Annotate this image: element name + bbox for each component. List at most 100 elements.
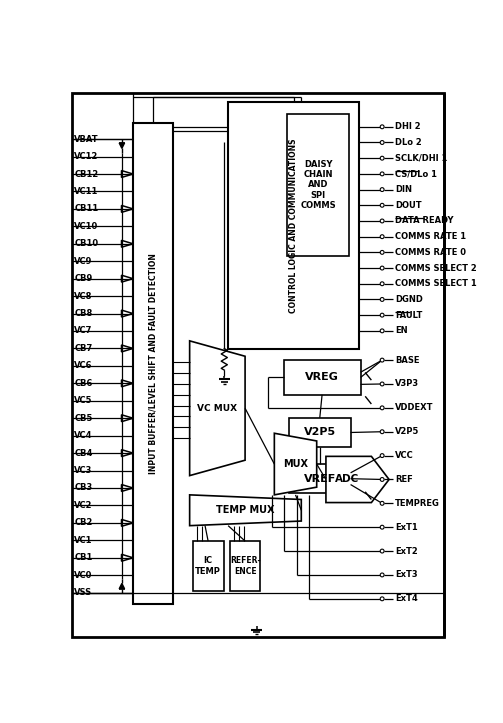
Polygon shape [122,275,133,282]
Polygon shape [274,433,317,495]
Text: VC8: VC8 [74,291,93,301]
Bar [193,541,223,591]
Polygon shape [326,456,389,502]
Circle shape [380,219,384,223]
Text: VC9: VC9 [74,257,93,266]
Circle shape [380,172,384,176]
Text: V3P3: V3P3 [395,380,420,388]
Text: ExT2: ExT2 [395,547,418,555]
Text: VBAT: VBAT [74,134,99,144]
Text: REF: REF [395,475,413,484]
Text: COMMS RATE 1: COMMS RATE 1 [395,232,466,241]
Text: ExT1: ExT1 [395,523,418,531]
Text: CB11: CB11 [74,205,99,213]
Text: DOUT: DOUT [395,201,422,210]
Text: CB6: CB6 [74,379,93,388]
Text: ExT4: ExT4 [395,594,418,603]
Text: CB5: CB5 [74,414,93,423]
Text: VC11: VC11 [74,187,99,196]
Text: INPUT BUFFER/LEVEL SHIFT AND FAULT DETECTION: INPUT BUFFER/LEVEL SHIFT AND FAULT DETEC… [149,253,158,474]
Circle shape [380,188,384,192]
Text: EN: EN [395,326,408,335]
Text: FAULT: FAULT [395,311,423,320]
Circle shape [380,429,384,434]
Polygon shape [190,341,245,476]
Circle shape [380,382,384,386]
Text: CB2: CB2 [74,518,93,527]
Polygon shape [122,380,133,387]
Text: VC7: VC7 [74,327,93,335]
Bar [289,418,351,447]
Text: CB9: CB9 [74,274,93,283]
Text: MUX: MUX [283,459,308,469]
Text: VCC: VCC [395,451,414,460]
Text: VC3: VC3 [74,466,93,475]
Text: VREG: VREG [305,372,339,382]
Polygon shape [119,583,125,589]
Text: VC5: VC5 [74,396,93,406]
Text: CB10: CB10 [74,239,98,248]
Text: CONTROL LOGIC AND COMMUNICATIONS: CONTROL LOGIC AND COMMUNICATIONS [289,138,298,312]
Circle shape [380,526,384,529]
Text: SCLK/DHI 1: SCLK/DHI 1 [395,154,448,163]
Bar [289,464,351,493]
Text: CS/DLo 1: CS/DLo 1 [395,169,437,179]
Bar [287,114,349,256]
Text: VC10: VC10 [74,222,99,231]
Circle shape [380,477,384,482]
Text: DAISY
CHAIN
AND
SPI
COMMS: DAISY CHAIN AND SPI COMMS [300,160,336,210]
Text: VREF: VREF [304,474,336,484]
Text: VC1: VC1 [74,536,93,545]
Text: V2P5: V2P5 [395,427,420,436]
Polygon shape [122,415,133,422]
Text: COMMS SELECT 2: COMMS SELECT 2 [395,264,477,273]
Text: VC6: VC6 [74,362,93,370]
Circle shape [380,125,384,129]
Polygon shape [122,450,133,456]
Text: DIN: DIN [395,185,412,194]
Text: VC MUX: VC MUX [197,403,237,413]
Text: CB1: CB1 [74,553,93,562]
Bar [228,102,359,348]
Circle shape [380,235,384,239]
Polygon shape [122,240,133,247]
Polygon shape [122,205,133,213]
Text: VC0: VC0 [74,570,93,580]
Text: BASE: BASE [395,356,420,364]
Text: COMMS SELECT 1: COMMS SELECT 1 [395,279,477,288]
Polygon shape [122,484,133,492]
Polygon shape [122,171,133,177]
Text: REFER-
ENCE: REFER- ENCE [230,557,261,576]
Text: VC12: VC12 [74,152,99,161]
Circle shape [380,549,384,553]
Circle shape [380,266,384,270]
Text: VSS: VSS [74,588,92,597]
Circle shape [380,250,384,254]
Polygon shape [190,495,301,526]
Text: CB7: CB7 [74,344,93,353]
Polygon shape [122,519,133,526]
Bar [133,123,174,604]
Text: DATA READY: DATA READY [395,216,454,226]
Polygon shape [122,345,133,352]
Circle shape [380,156,384,160]
Text: VDDEXT: VDDEXT [395,403,434,412]
Text: CB4: CB4 [74,448,93,458]
Text: DGND: DGND [395,295,423,304]
Text: CB8: CB8 [74,309,93,318]
Text: IC
TEMP: IC TEMP [195,557,221,576]
Circle shape [380,453,384,458]
Bar [284,360,361,395]
Circle shape [380,329,384,333]
Text: VC4: VC4 [74,431,93,440]
Circle shape [380,282,384,286]
Circle shape [380,313,384,317]
Text: TEMPREG: TEMPREG [395,499,440,508]
Circle shape [380,502,384,505]
Circle shape [380,406,384,410]
Text: VC2: VC2 [74,501,93,510]
Circle shape [380,358,384,362]
Text: COMMS RATE 0: COMMS RATE 0 [395,248,466,257]
Text: CB12: CB12 [74,169,99,179]
Text: V2P5: V2P5 [304,427,336,437]
